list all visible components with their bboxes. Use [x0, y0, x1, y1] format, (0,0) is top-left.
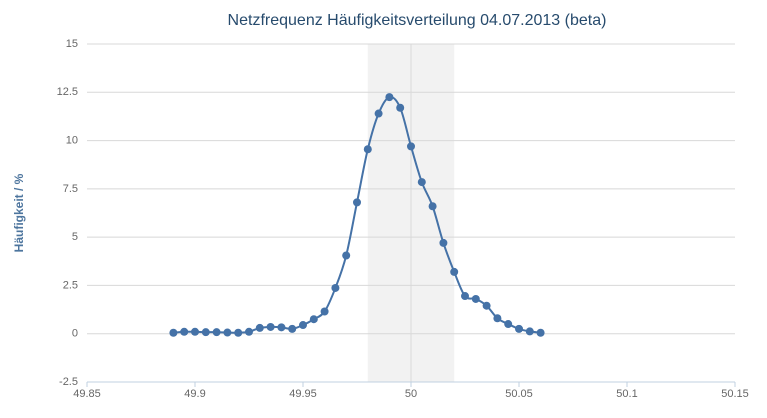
x-tick-label: 49.9 [184, 388, 205, 400]
data-point [234, 328, 243, 337]
data-point [277, 323, 286, 332]
data-point [363, 145, 372, 154]
data-point [288, 324, 297, 333]
data-point [331, 283, 340, 292]
data-point [169, 328, 178, 337]
data-point [374, 109, 383, 118]
x-tick-label: 49.85 [73, 388, 101, 400]
data-point [191, 327, 199, 336]
y-tick-label: 12.5 [57, 86, 78, 98]
data-point [504, 320, 513, 329]
data-point [309, 315, 318, 324]
y-tick-label: 0 [72, 328, 78, 340]
data-point [515, 324, 523, 333]
y-tick-label: 2.5 [63, 279, 78, 291]
data-point [245, 327, 253, 336]
data-point [450, 267, 459, 276]
series-line [173, 95, 541, 334]
x-tick-label: 49.95 [289, 388, 317, 400]
y-axis-title: Häufigkeit / % [12, 173, 26, 252]
chart-title: Netzfrequenz Häufigkeitsverteilung 04.07… [228, 12, 607, 29]
data-point [482, 301, 491, 310]
x-tick-label: 50.15 [721, 388, 749, 400]
data-point [439, 238, 448, 247]
data-point [525, 327, 534, 336]
x-tick-label: 50 [405, 388, 417, 400]
y-tick-label: 10 [66, 134, 78, 146]
data-point [201, 328, 210, 337]
y-tick-label: -2.5 [59, 376, 78, 388]
data-point [493, 314, 502, 323]
data-point [212, 328, 221, 337]
data-point [180, 327, 189, 336]
data-point [299, 321, 307, 330]
data-point [223, 328, 232, 337]
data-point [353, 198, 361, 207]
data-point [417, 178, 426, 187]
data-point [471, 294, 480, 303]
data-point [342, 251, 351, 260]
data-point [266, 322, 275, 331]
data-point [428, 202, 437, 211]
data-point [385, 93, 394, 102]
x-tick-label: 50.1 [616, 388, 637, 400]
y-tick-label: 5 [72, 231, 78, 243]
data-point [461, 292, 469, 301]
data-point [255, 323, 264, 332]
y-tick-label: 15 [66, 38, 78, 50]
data-point [396, 103, 405, 112]
data-point [407, 142, 415, 151]
x-tick-label: 50.05 [505, 388, 533, 400]
data-point [320, 307, 329, 316]
data-point [536, 328, 545, 337]
y-tick-label: 7.5 [63, 183, 78, 195]
